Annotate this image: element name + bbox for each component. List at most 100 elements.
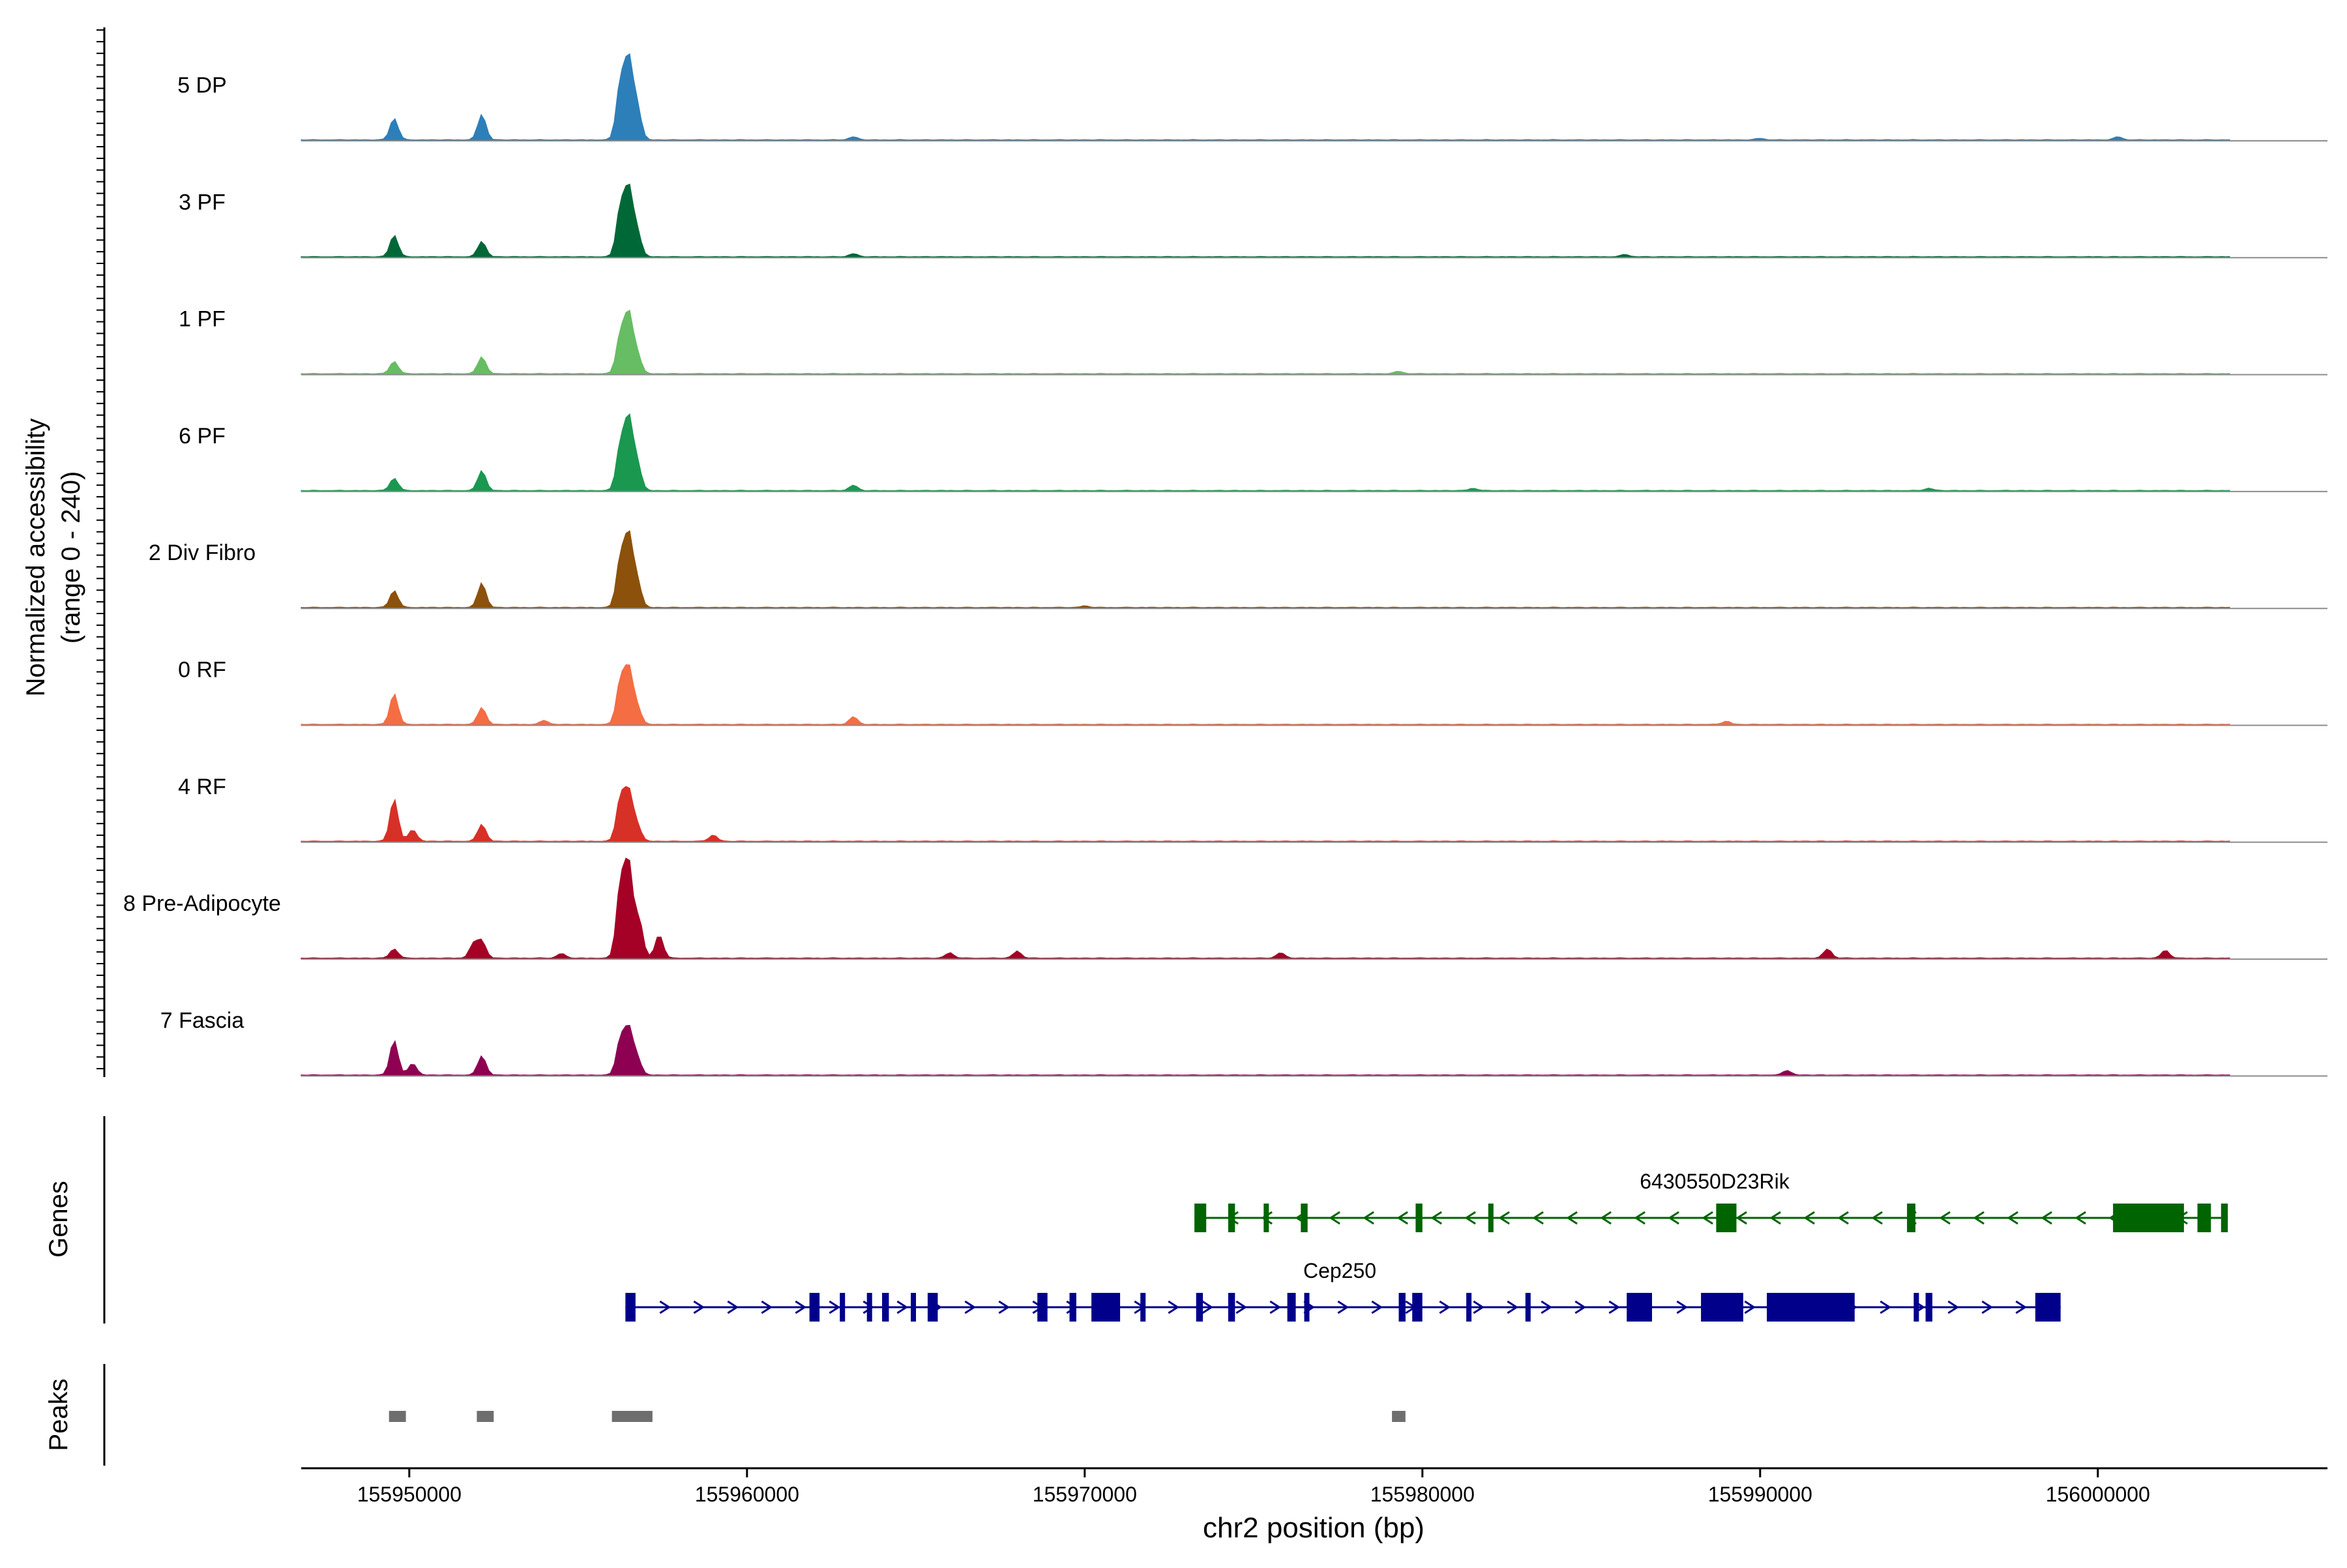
genes-label: Genes: [44, 1181, 73, 1258]
x-tick-label: 155980000: [1370, 1483, 1475, 1506]
strand-arrow: [1507, 1300, 1519, 1314]
strand-arrow: [1168, 1300, 1180, 1314]
exon: [1488, 1204, 1494, 1232]
strand-arrow: [1668, 1211, 1679, 1225]
peak-region: [1392, 1411, 1406, 1422]
exon: [1304, 1293, 1310, 1322]
strand-arrow: [1261, 1211, 1273, 1225]
strand-arrow: [1566, 1211, 1578, 1225]
strand-arrow: [1464, 1211, 1476, 1225]
x-tick-label: 155950000: [357, 1483, 462, 1506]
strand-arrow: [1532, 1211, 1544, 1225]
strand-arrow: [1430, 1211, 1442, 1225]
strand-arrow: [1371, 1300, 1383, 1314]
track-label: 8 Pre-Adipocyte: [123, 891, 281, 916]
strand-arrow: [1939, 1211, 1951, 1225]
exon: [1913, 1293, 1919, 1322]
strand-arrow: [1329, 1211, 1340, 1225]
strand-arrow: [1541, 1300, 1553, 1314]
exon: [882, 1293, 889, 1322]
track-3-pf: 3 PF: [179, 183, 2327, 259]
strand-arrow: [1634, 1211, 1646, 1225]
exon: [1091, 1293, 1121, 1322]
coverage-area: [301, 310, 2230, 376]
exon: [809, 1293, 820, 1322]
strand-arrow: [1269, 1300, 1282, 1314]
exon: [840, 1293, 846, 1322]
track-label: 4 RF: [178, 775, 226, 799]
coverage-area: [301, 1024, 2230, 1076]
exon: [1716, 1204, 1737, 1232]
exon: [1767, 1293, 1855, 1322]
exon: [1701, 1293, 1743, 1322]
strand-arrow: [1202, 1300, 1214, 1314]
track-label: 3 PF: [179, 190, 226, 214]
exon: [2113, 1204, 2184, 1232]
exon: [2035, 1293, 2061, 1322]
strand-arrow: [964, 1300, 977, 1314]
exon: [1228, 1293, 1235, 1322]
strand-arrow: [693, 1300, 705, 1314]
peak-region: [389, 1411, 406, 1422]
track-1-pf: 1 PF: [179, 307, 2327, 376]
exon: [866, 1293, 872, 1322]
exon: [1287, 1293, 1296, 1322]
x-axis-label: chr2 position (bp): [1203, 1512, 1424, 1544]
strand-arrow: [727, 1300, 739, 1314]
y-axis-label-line2: (range 0 - 240): [57, 471, 85, 644]
strand-arrow: [1676, 1300, 1689, 1314]
x-tick-label: 155970000: [1033, 1483, 1137, 1506]
exon: [1907, 1204, 1915, 1232]
gene-name-label: Cep250: [1303, 1259, 1376, 1282]
track-5-dp: 5 DP: [177, 53, 2327, 141]
x-axis: 155950000 155960000 155970000 155980000 1559…: [301, 1467, 2327, 1506]
track-6-pf: 6 PF: [179, 413, 2327, 492]
coverage-area: [301, 786, 2230, 843]
strand-arrow: [2015, 1300, 2028, 1314]
strand-arrow: [1769, 1211, 1781, 1225]
strand-arrow: [1600, 1211, 1612, 1225]
coverage-area: [301, 664, 2230, 726]
track-label: 6 PF: [179, 424, 226, 449]
track-2-div-fibro: 2 Div Fibro: [149, 530, 2327, 610]
exon: [1525, 1293, 1531, 1322]
exon: [911, 1293, 916, 1322]
track-7-fascia: 7 Fascia: [160, 1008, 2327, 1077]
coverage-area: [301, 53, 2230, 141]
strand-arrow: [1363, 1211, 1374, 1225]
strand-arrow: [1981, 1300, 1994, 1314]
strand-arrow: [896, 1300, 909, 1314]
exon: [1415, 1204, 1423, 1232]
strand-arrow: [1396, 1211, 1408, 1225]
exon: [625, 1293, 636, 1322]
strand-arrow: [1803, 1211, 1815, 1225]
peak-region: [612, 1411, 653, 1422]
exon: [1466, 1293, 1472, 1322]
exon: [927, 1293, 938, 1322]
coverage-area: [301, 413, 2230, 492]
exon: [2221, 1204, 2228, 1232]
exon: [1140, 1293, 1146, 1322]
strand-arrow: [1880, 1300, 1892, 1314]
exon: [1196, 1293, 1203, 1322]
exon: [1627, 1293, 1652, 1322]
strand-arrow: [1473, 1300, 1485, 1314]
track-label: 7 Fascia: [160, 1008, 244, 1033]
track-label: 2 Div Fibro: [149, 540, 256, 565]
peaks-label: Peaks: [44, 1378, 73, 1451]
y-axis-label-line1: Normalized accessibility: [22, 419, 50, 697]
strand-arrow: [761, 1300, 773, 1314]
strand-arrow: [1735, 1211, 1747, 1225]
strand-arrow: [1702, 1211, 1713, 1225]
exon: [1925, 1293, 1932, 1322]
strand-arrow: [1498, 1211, 1510, 1225]
strand-arrow: [2007, 1211, 2018, 1225]
coverage-area: [301, 183, 2230, 258]
coverage-tracks: 5 DP 3 PF 1 PF 6 PF 2 Div Fibro 0 RF 4 RF 8 Pre…: [123, 53, 2327, 1077]
exon: [1412, 1293, 1423, 1322]
x-tick-label: 156000000: [2046, 1483, 2150, 1506]
track-4-rf: 4 RF: [178, 775, 2327, 843]
gene-name-label: 6430550D23Rik: [1640, 1170, 1790, 1193]
